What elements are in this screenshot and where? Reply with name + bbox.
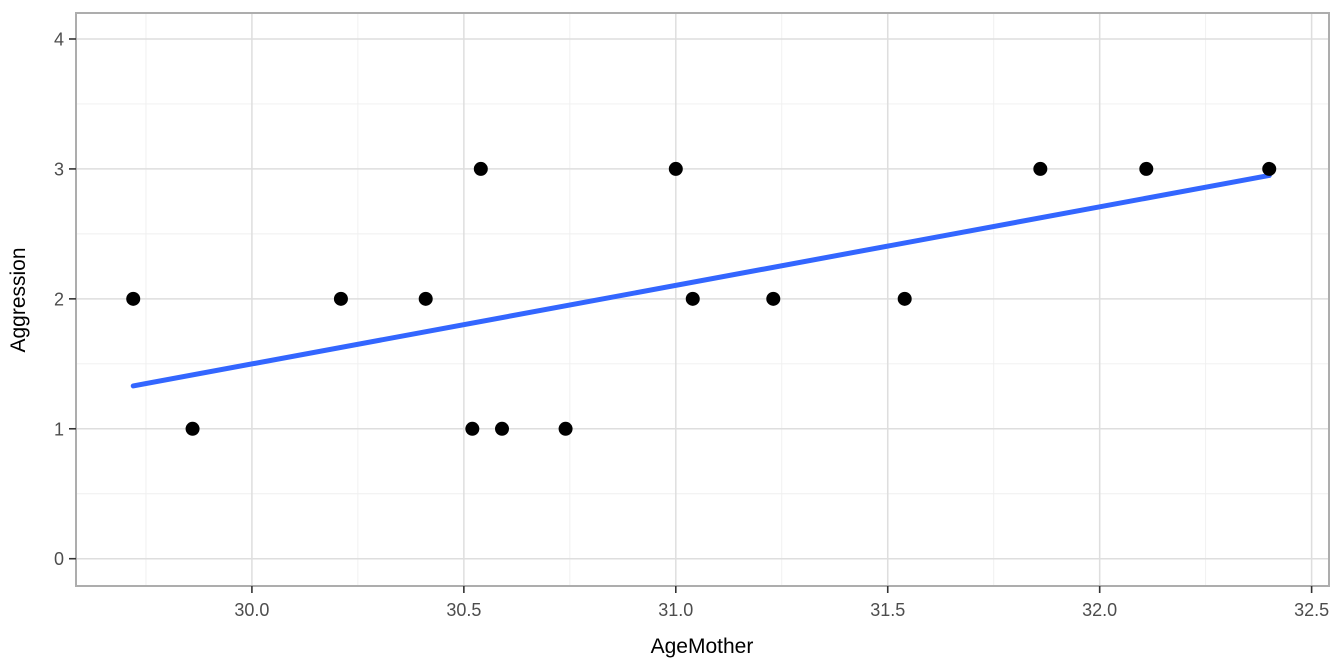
axis-tick-labels: 30.0 30.5 31.0 31.5 32.0 32.5 0 1 2 3 4	[54, 29, 1329, 620]
data-point	[558, 421, 573, 436]
data-point	[668, 161, 683, 176]
y-tick-label: 3	[54, 159, 64, 179]
y-tick-label: 2	[54, 289, 64, 309]
x-tick-label: 32.0	[1082, 600, 1117, 620]
data-point	[473, 161, 488, 176]
data-point	[766, 291, 781, 306]
data-point	[685, 291, 700, 306]
y-axis-title: Aggression	[7, 247, 30, 352]
data-point	[185, 421, 200, 436]
data-point	[418, 291, 433, 306]
y-tick-label: 0	[54, 549, 64, 569]
regression-line	[130, 172, 1272, 389]
x-tick-label: 31.0	[658, 600, 693, 620]
axis-ticks	[69, 38, 1313, 593]
y-tick-label: 4	[54, 29, 64, 49]
data-point	[465, 421, 480, 436]
data-point	[495, 421, 510, 436]
major-gridlines	[76, 13, 1329, 586]
x-tick-label: 30.0	[234, 600, 269, 620]
x-axis-title: AgeMother	[651, 635, 754, 658]
data-point	[1262, 161, 1277, 176]
data-point	[333, 291, 348, 306]
data-series	[126, 161, 1277, 436]
data-point	[1139, 161, 1154, 176]
x-tick-label: 30.5	[446, 600, 481, 620]
data-point	[897, 291, 912, 306]
x-tick-label: 32.5	[1294, 600, 1329, 620]
x-tick-label: 31.5	[870, 600, 905, 620]
data-point	[1033, 161, 1048, 176]
y-tick-label: 1	[54, 419, 64, 439]
data-point	[126, 291, 141, 306]
